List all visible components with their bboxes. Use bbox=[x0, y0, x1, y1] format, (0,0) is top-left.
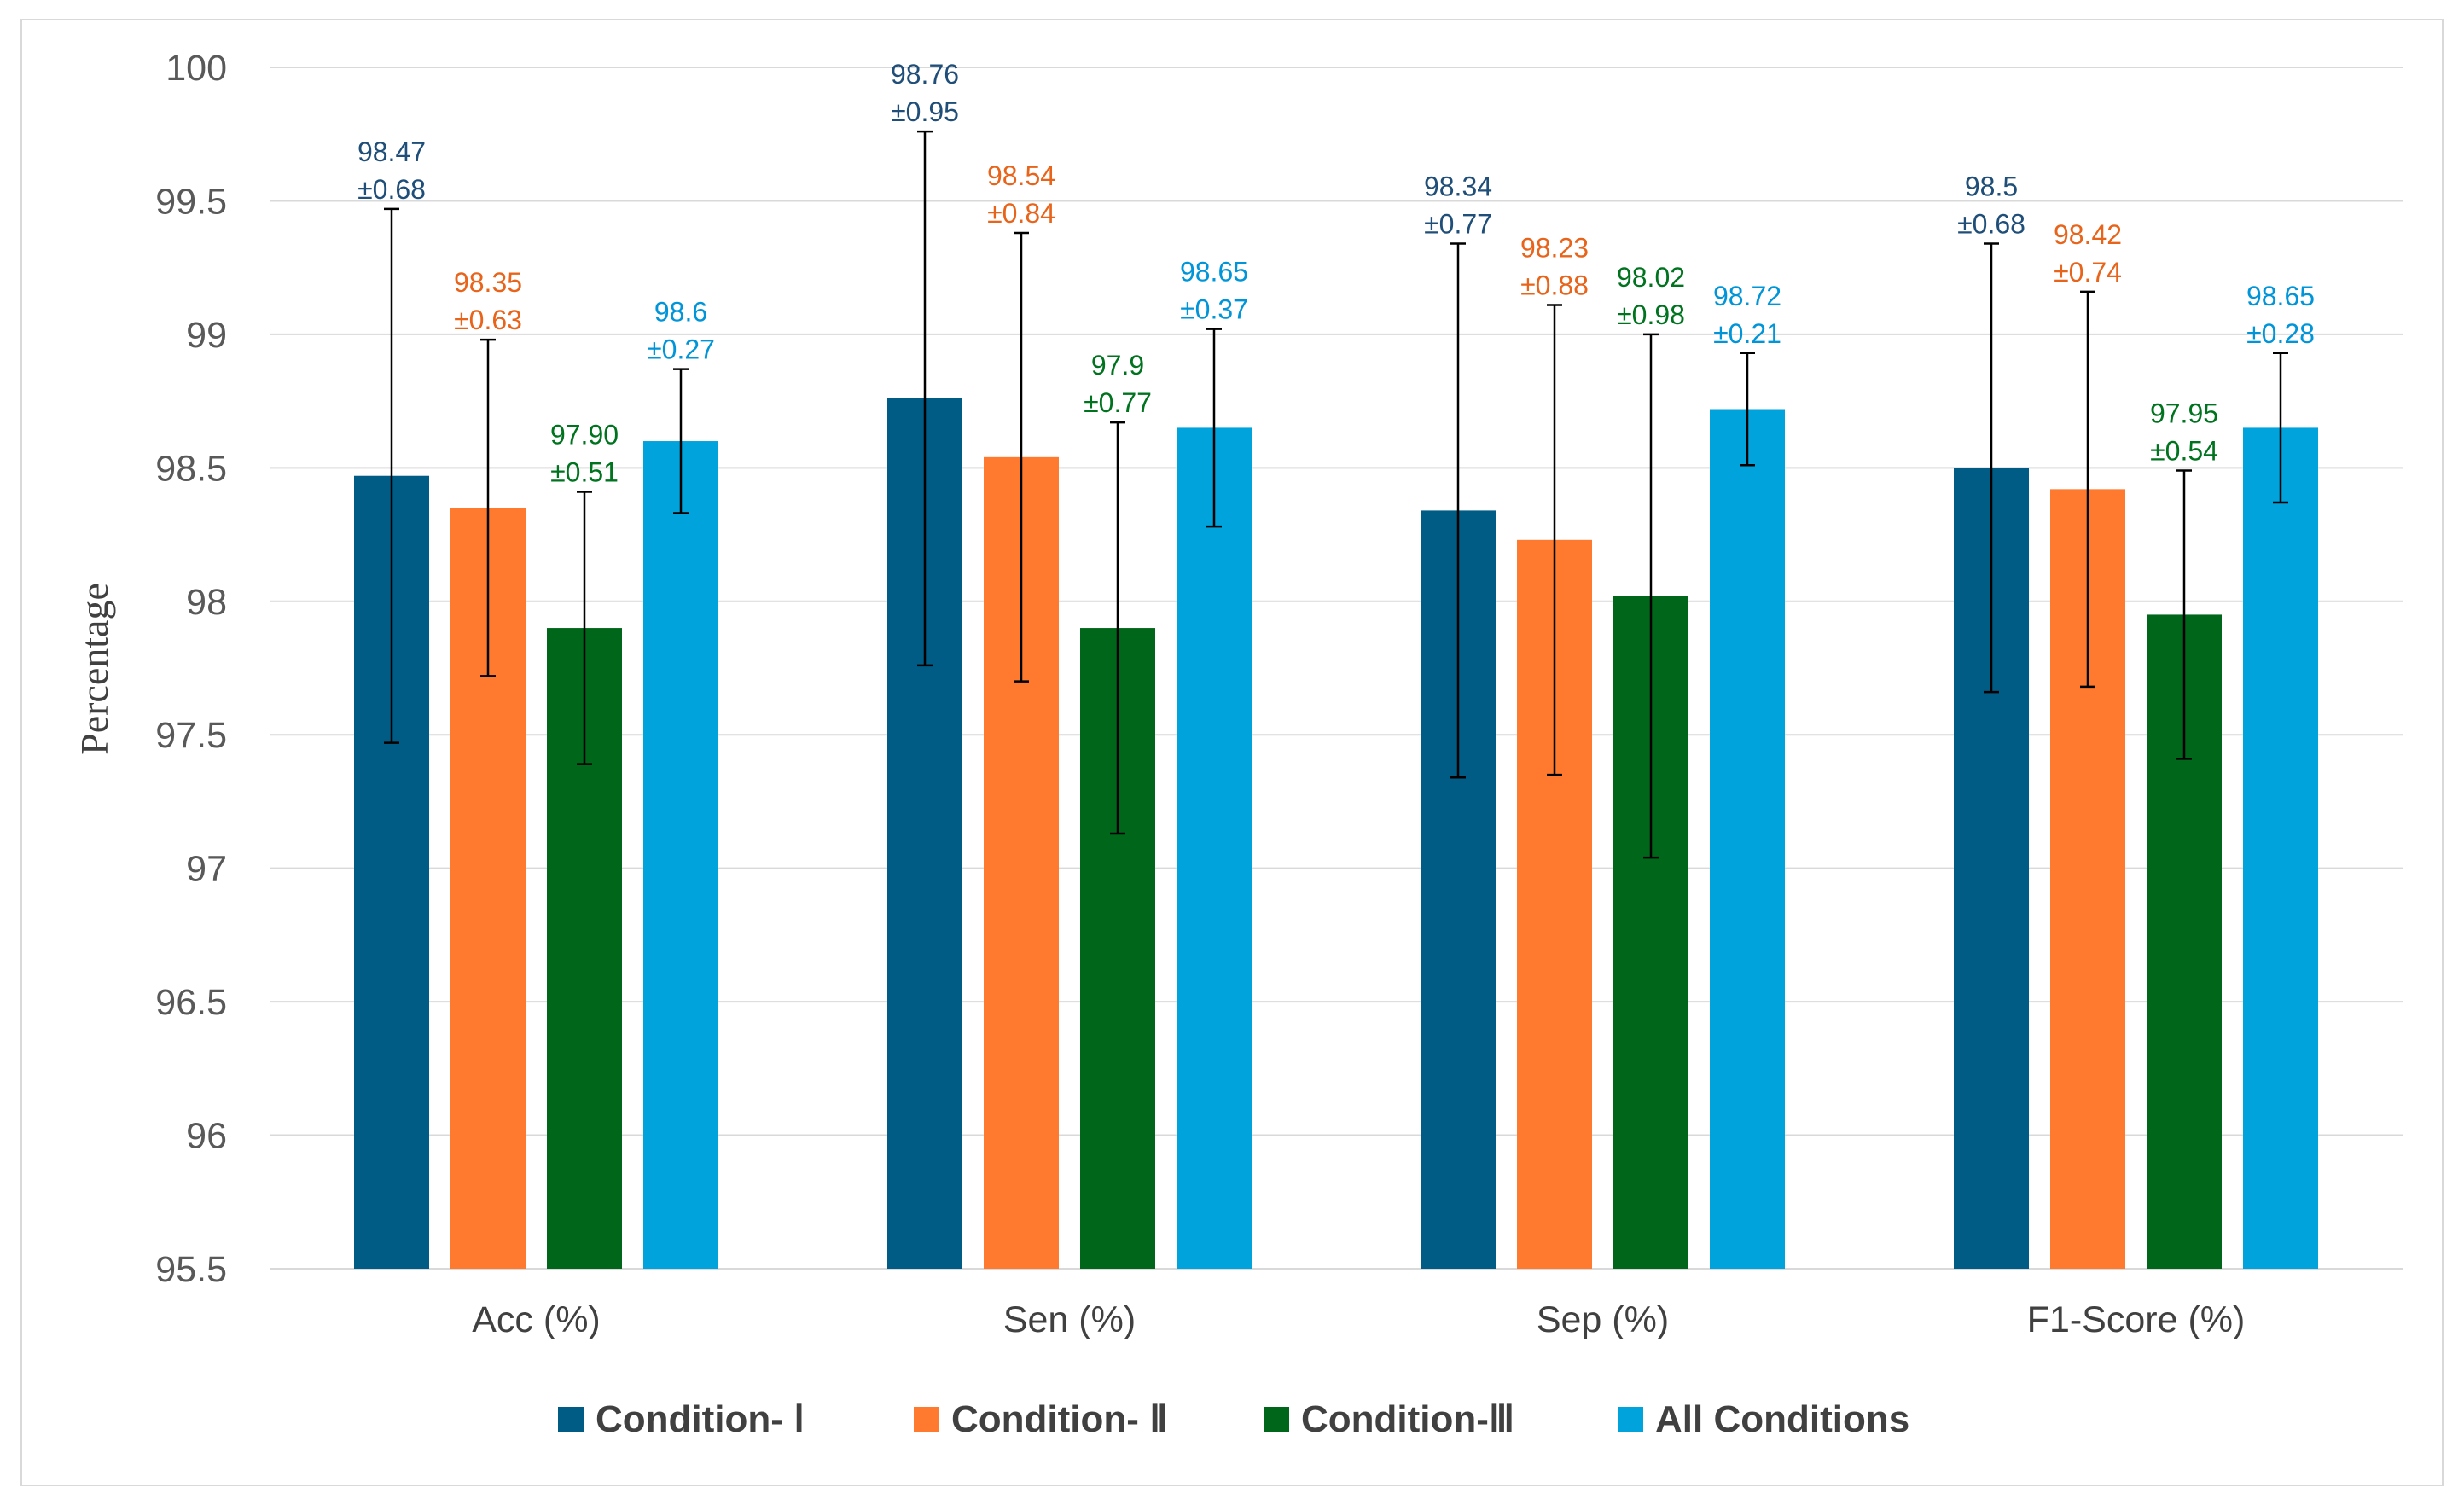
legend-item: All Conditions bbox=[1618, 1398, 1909, 1440]
y-tick-label: 98 bbox=[186, 582, 227, 623]
value-label: 98.5 bbox=[1965, 171, 2018, 202]
value-label: 98.23 bbox=[1520, 232, 1589, 263]
bar-4-4 bbox=[2243, 427, 2318, 1269]
y-tick-label: 95.5 bbox=[155, 1249, 227, 1290]
value-label: 98.6 bbox=[654, 297, 707, 328]
error-label: ±0.68 bbox=[1957, 209, 2025, 240]
bar-chart: 95.5 96 96.5 97 97.5 98 98.5 99 99.5 100 Percenta… bbox=[73, 48, 2403, 1440]
value-label: 98.76 bbox=[891, 59, 959, 90]
value-label: 98.72 bbox=[1713, 281, 1781, 311]
error-bar bbox=[2273, 352, 2288, 504]
y-tick-label: 97 bbox=[186, 849, 227, 890]
gridlines bbox=[270, 67, 2403, 1270]
legend-item: Condition-Ⅲ bbox=[1264, 1398, 1514, 1440]
error-label: ±0.21 bbox=[1713, 318, 1781, 349]
error-bar bbox=[480, 338, 496, 677]
bars bbox=[354, 398, 2318, 1270]
value-label: 97.9 bbox=[1091, 350, 1144, 381]
legend-swatch bbox=[1264, 1407, 1289, 1432]
error-bar bbox=[384, 207, 399, 744]
error-bar bbox=[673, 368, 689, 514]
value-label: 98.34 bbox=[1424, 171, 1492, 202]
error-label: ±0.54 bbox=[2150, 435, 2218, 466]
value-label: 98.42 bbox=[2054, 219, 2122, 250]
value-label: 98.35 bbox=[454, 267, 522, 298]
y-axis-label: Percentage bbox=[73, 583, 116, 755]
chart-frame: 95.5 96 96.5 97 97.5 98 98.5 99 99.5 100 Percenta… bbox=[20, 19, 2444, 1486]
error-bar bbox=[2176, 469, 2192, 760]
x-axis-categories: Acc (%) Sen (%) Sep (%) F1-Score (%) bbox=[472, 1299, 2245, 1340]
error-label: ±0.77 bbox=[1424, 209, 1492, 240]
legend-swatch bbox=[914, 1407, 939, 1432]
error-label: ±0.88 bbox=[1520, 270, 1589, 300]
error-label: ±0.68 bbox=[357, 174, 426, 205]
legend: Condition- Ⅰ Condition- Ⅱ Condition-Ⅲ All C… bbox=[558, 1398, 1909, 1440]
y-tick-label: 96.5 bbox=[155, 982, 227, 1023]
y-tick-label: 99.5 bbox=[155, 181, 227, 222]
error-label: ±0.63 bbox=[454, 305, 522, 335]
error-bar bbox=[1643, 333, 1659, 859]
value-label: 98.47 bbox=[357, 137, 426, 167]
legend-swatch bbox=[558, 1407, 584, 1432]
error-bar bbox=[1014, 231, 1029, 683]
error-label: ±0.28 bbox=[2246, 318, 2315, 349]
error-label: ±0.51 bbox=[550, 456, 619, 487]
error-bar bbox=[1110, 421, 1125, 835]
y-tick-label: 99 bbox=[186, 315, 227, 356]
legend-label: All Conditions bbox=[1655, 1398, 1909, 1440]
bar-4-1 bbox=[643, 441, 718, 1269]
data-labels: ±0.68 98.47 ±0.63 98.35 ±0.51 97.90 ±0.27 98.6 ±… bbox=[357, 59, 2315, 487]
x-category-label: Sen (%) bbox=[1003, 1299, 1136, 1340]
legend-label: Condition- Ⅰ bbox=[596, 1398, 805, 1440]
y-tick-label: 96 bbox=[186, 1116, 227, 1157]
y-axis-ticks: 95.5 96 96.5 97 97.5 98 98.5 99 99.5 100 bbox=[155, 48, 227, 1290]
error-label: ±0.74 bbox=[2054, 257, 2122, 288]
error-label: ±0.37 bbox=[1180, 294, 1248, 325]
error-bar bbox=[1206, 328, 1222, 528]
error-bar bbox=[577, 491, 592, 765]
error-bar bbox=[917, 130, 933, 667]
y-tick-label: 100 bbox=[166, 48, 227, 89]
value-label: 97.95 bbox=[2150, 398, 2218, 428]
value-label: 98.65 bbox=[2246, 281, 2315, 311]
error-bar bbox=[1984, 242, 1999, 694]
error-label: ±0.98 bbox=[1617, 299, 1685, 330]
error-label: ±0.95 bbox=[891, 96, 959, 127]
value-label: 97.90 bbox=[550, 419, 619, 450]
x-category-label: Sep (%) bbox=[1537, 1299, 1669, 1340]
value-label: 98.54 bbox=[987, 160, 1055, 191]
error-label: ±0.84 bbox=[987, 198, 1055, 229]
legend-item: Condition- Ⅱ bbox=[914, 1398, 1168, 1440]
y-tick-label: 97.5 bbox=[155, 715, 227, 756]
legend-swatch bbox=[1618, 1407, 1643, 1432]
y-tick-label: 98.5 bbox=[155, 448, 227, 489]
error-bar bbox=[1740, 352, 1755, 467]
x-category-label: Acc (%) bbox=[472, 1299, 601, 1340]
error-bars bbox=[384, 130, 2288, 859]
bar-4-3 bbox=[1710, 409, 1785, 1269]
error-bar bbox=[1547, 304, 1562, 776]
error-label: ±0.27 bbox=[647, 334, 715, 365]
legend-label: Condition- Ⅱ bbox=[951, 1398, 1168, 1440]
bar-4-2 bbox=[1177, 427, 1252, 1269]
value-label: 98.65 bbox=[1180, 257, 1248, 288]
error-bar bbox=[2080, 290, 2095, 689]
error-label: ±0.77 bbox=[1084, 387, 1152, 418]
error-bar bbox=[1450, 242, 1466, 779]
legend-item: Condition- Ⅰ bbox=[558, 1398, 805, 1440]
value-label: 98.02 bbox=[1617, 262, 1685, 293]
x-category-label: F1-Score (%) bbox=[2027, 1299, 2246, 1340]
legend-label: Condition-Ⅲ bbox=[1301, 1398, 1514, 1440]
